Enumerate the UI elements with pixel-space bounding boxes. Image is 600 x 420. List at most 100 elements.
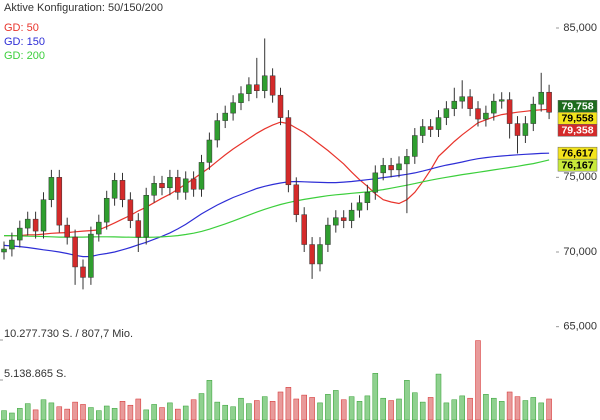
volume-bar (372, 373, 379, 420)
volume-bar (396, 398, 402, 420)
volume-bar (198, 393, 205, 420)
candle-body (388, 165, 394, 171)
volume-bar (364, 395, 371, 420)
volume-bar (190, 399, 197, 420)
candle-body (340, 217, 347, 221)
candle-body (419, 126, 426, 136)
candle-body (348, 209, 355, 221)
candle-body (24, 218, 31, 229)
volume-bar (483, 394, 489, 420)
candle-body (119, 180, 126, 200)
volume-bar (246, 403, 252, 420)
volume-bar (506, 391, 513, 420)
candle-body (522, 123, 529, 136)
candle-body (356, 202, 363, 211)
y-tick-label: 85,000 (563, 22, 597, 34)
candle-body (48, 177, 55, 200)
candle-body (17, 227, 23, 241)
candle-body (333, 217, 339, 226)
candle-body (443, 108, 450, 118)
volume-bar (1, 410, 7, 420)
candle-body (64, 224, 70, 238)
volume-bar (522, 400, 529, 420)
volume-bar (111, 408, 118, 420)
candle-body (475, 108, 481, 120)
candle-body (309, 244, 315, 265)
candle-body (143, 195, 149, 238)
volume-bar (538, 402, 544, 420)
volume-bar (72, 401, 78, 420)
volume-bar (9, 412, 15, 420)
candle-body (261, 75, 268, 91)
candle-body (96, 221, 102, 235)
volume-bar (348, 396, 355, 420)
volume-bar (285, 387, 292, 420)
candle-body (380, 165, 386, 174)
volume-bar (119, 401, 126, 420)
candle-body (491, 100, 497, 114)
candle-body (238, 93, 244, 103)
candle-body (159, 183, 165, 189)
volume-tick-label: 10.277.730 S. / 807,7 Mio. (4, 328, 133, 340)
candle-body (451, 100, 458, 109)
candle-body (285, 117, 292, 186)
candle-body (538, 91, 544, 105)
candle-body (32, 218, 39, 232)
candle-body (412, 135, 418, 157)
volume-bar (230, 406, 236, 420)
volume-bar (48, 402, 55, 420)
volume-bar (467, 397, 473, 420)
volume-bar (175, 408, 181, 420)
volume-bar (222, 404, 228, 420)
volume-bar (88, 407, 94, 420)
volume-tick-label: 5.138.865 S. (4, 368, 66, 380)
volume-bar (340, 399, 347, 420)
y-tick-label: 65,000 (563, 321, 597, 333)
volume-bar (56, 406, 63, 420)
volume-bar (254, 400, 260, 420)
candle-body (111, 180, 118, 199)
y-tick-label: 70,000 (563, 246, 597, 258)
volume-bar (24, 403, 31, 420)
volume-bar (459, 395, 465, 420)
moving-average-line (4, 159, 550, 238)
volume-bar (309, 397, 315, 420)
price-badge-label: 79,558 (561, 113, 593, 125)
candle-body (9, 239, 15, 250)
volume-bar (182, 405, 189, 420)
candle-body (56, 177, 63, 226)
candle-body (514, 123, 521, 136)
legend-entry: GD: 50 (4, 22, 39, 34)
candle-body (80, 266, 86, 278)
volume-bar (238, 397, 244, 420)
volume-bar (404, 380, 410, 420)
candle-body (40, 199, 47, 232)
chart-title: Aktive Konfiguration: 50/150/200 (4, 2, 163, 14)
volume-bar (514, 396, 521, 420)
price-badge-label: 76,617 (561, 147, 593, 159)
volume-bar (301, 394, 307, 420)
candle-body (467, 96, 473, 109)
volume-bar (491, 397, 497, 420)
volume-bar (103, 405, 110, 420)
price-badge-label: 76,167 (561, 159, 593, 171)
candle-body (317, 244, 323, 265)
candle-body (396, 163, 402, 171)
volume-bar (412, 392, 418, 420)
volume-bar (32, 409, 39, 420)
candle-body (167, 177, 173, 189)
candle-body (427, 126, 434, 130)
candle-body (175, 177, 181, 193)
volume-bar (388, 400, 394, 420)
candle-body (182, 178, 189, 193)
candle-body (435, 117, 442, 130)
price-badge (557, 124, 598, 137)
candle-body (135, 220, 142, 238)
volume-bar (17, 408, 23, 420)
legend-entry: GD: 150 (4, 36, 45, 48)
volume-bar (498, 401, 505, 420)
volume-bar (333, 390, 339, 420)
volume-bar (135, 398, 142, 420)
volume-bar (206, 380, 213, 420)
